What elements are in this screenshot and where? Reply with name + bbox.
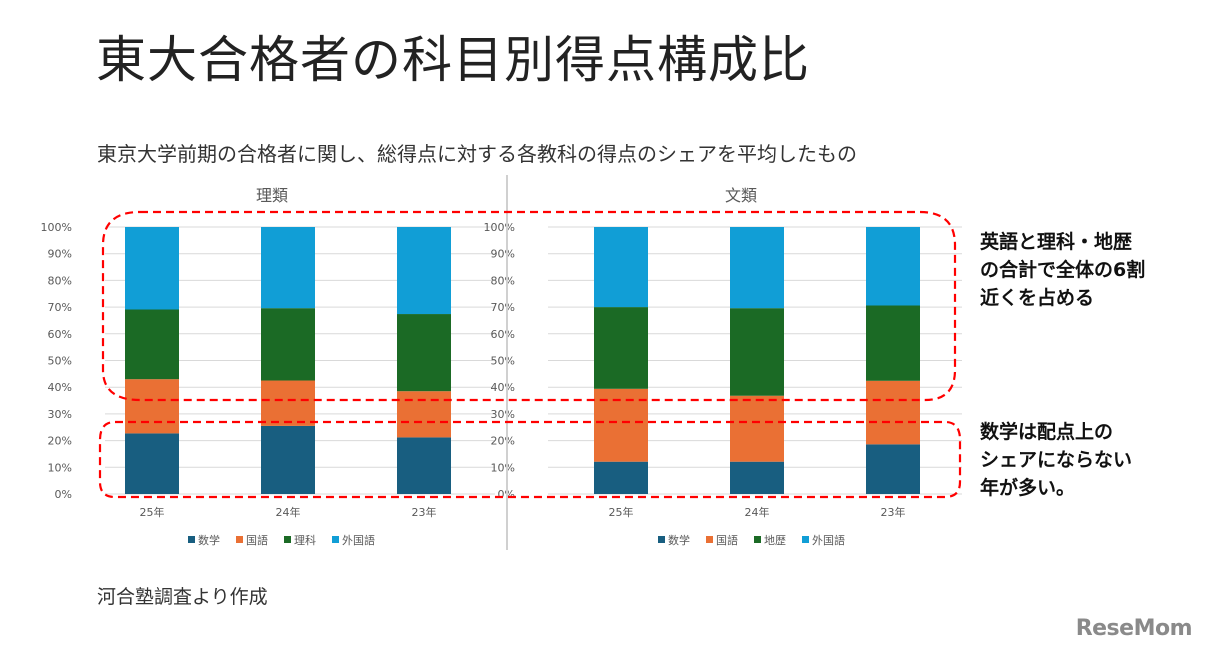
legend-swatch [754,536,761,543]
legend-label: 国語 [246,533,268,547]
bar-segment-国語 [125,379,179,434]
bar-segment-国語 [866,380,920,445]
y-tick-label: 90% [491,248,515,261]
y-tick-label: 10% [491,461,515,474]
y-tick-label: 70% [491,301,515,314]
y-tick-label: 20% [48,435,72,448]
bar-segment-外国語 [125,227,179,310]
legend-label: 外国語 [812,533,845,547]
y-tick-label: 100% [41,221,72,234]
bar-segment-数学 [594,461,648,494]
legend-swatch [236,536,243,543]
y-tick-label: 60% [491,328,515,341]
highlight-box-upper [101,210,957,402]
y-tick-label: 100% [484,221,515,234]
y-tick-label: 30% [48,408,72,421]
y-tick-label: 40% [491,381,515,394]
source-note: 河合塾調査より作成 [97,586,268,608]
y-tick-label: 40% [48,381,72,394]
x-tick-label: 24年 [276,505,301,519]
bar-segment-外国語 [261,227,315,309]
legend-label: 数学 [668,533,690,547]
y-tick-label: 60% [48,328,72,341]
bar-segment-理科 [125,309,179,380]
y-tick-label: 10% [48,461,72,474]
x-tick-label: 24年 [745,505,770,519]
legend-swatch [188,536,195,543]
annotation-line: の合計で全体の6割 [980,259,1146,281]
x-tick-label: 23年 [412,505,437,519]
chart-title: 理類 [256,186,288,205]
y-tick-label: 30% [491,408,515,421]
legend-swatch [706,536,713,543]
bar-segment-地歴 [594,307,648,389]
y-tick-label: 50% [48,355,72,368]
y-tick-label: 70% [48,301,72,314]
y-tick-label: 20% [491,435,515,448]
bar-segment-地歴 [730,308,784,396]
x-tick-label: 25年 [140,505,165,519]
bar-segment-外国語 [866,227,920,306]
slide-subtitle: 東京大学前期の合格者に関し、総得点に対する各教科の得点のシェアを平均したもの [97,142,857,166]
legend-label: 数学 [198,533,220,547]
y-tick-label: 80% [491,274,515,287]
annotation-line: 年が多い。 [980,477,1076,499]
chart-title: 文類 [725,186,757,205]
y-tick-label: 0% [55,488,72,501]
x-tick-label: 23年 [881,505,906,519]
legend-swatch [284,536,291,543]
annotation-line: 近くを占める [980,287,1095,309]
legend-label: 地歴 [764,534,786,547]
bar-segment-数学 [397,437,451,494]
legend-label: 外国語 [342,533,375,547]
bar-segment-理科 [397,314,451,392]
legend-label: 国語 [716,533,738,547]
bar-segment-国語 [397,391,451,438]
annotation-line: シェアにならない [980,449,1133,471]
annotation-top: 英語と理科・地歴 の合計で全体の6割 近くを占める [980,228,1145,312]
legend-swatch [802,536,809,543]
annotation-line: 数学は配点上の [980,421,1114,443]
annotation-line: 英語と理科・地歴 [980,231,1133,253]
bar-segment-数学 [866,444,920,494]
legend-label: 理科 [294,533,316,547]
y-tick-label: 90% [48,248,72,261]
bar-segment-外国語 [730,227,784,309]
x-tick-label: 25年 [609,505,634,519]
bar-segment-理科 [261,308,315,381]
bar-segment-国語 [261,380,315,426]
bar-segment-外国語 [594,227,648,308]
bar-segment-国語 [730,395,784,462]
bar-segment-地歴 [866,305,920,381]
legend-swatch [332,536,339,543]
bar-segment-数学 [261,425,315,494]
resemom-logo: ReseMom [1075,616,1193,641]
y-tick-label: 50% [491,355,515,368]
annotation-bottom: 数学は配点上の シェアにならない 年が多い。 [980,418,1132,502]
legend-swatch [658,536,665,543]
y-tick-label: 80% [48,274,72,287]
bar-segment-外国語 [397,227,451,315]
bar-segment-数学 [730,461,784,494]
slide-title: 東大合格者の科目別得点構成比 [96,31,810,89]
bar-segment-数学 [125,433,179,494]
highlight-box-lower [98,420,962,499]
